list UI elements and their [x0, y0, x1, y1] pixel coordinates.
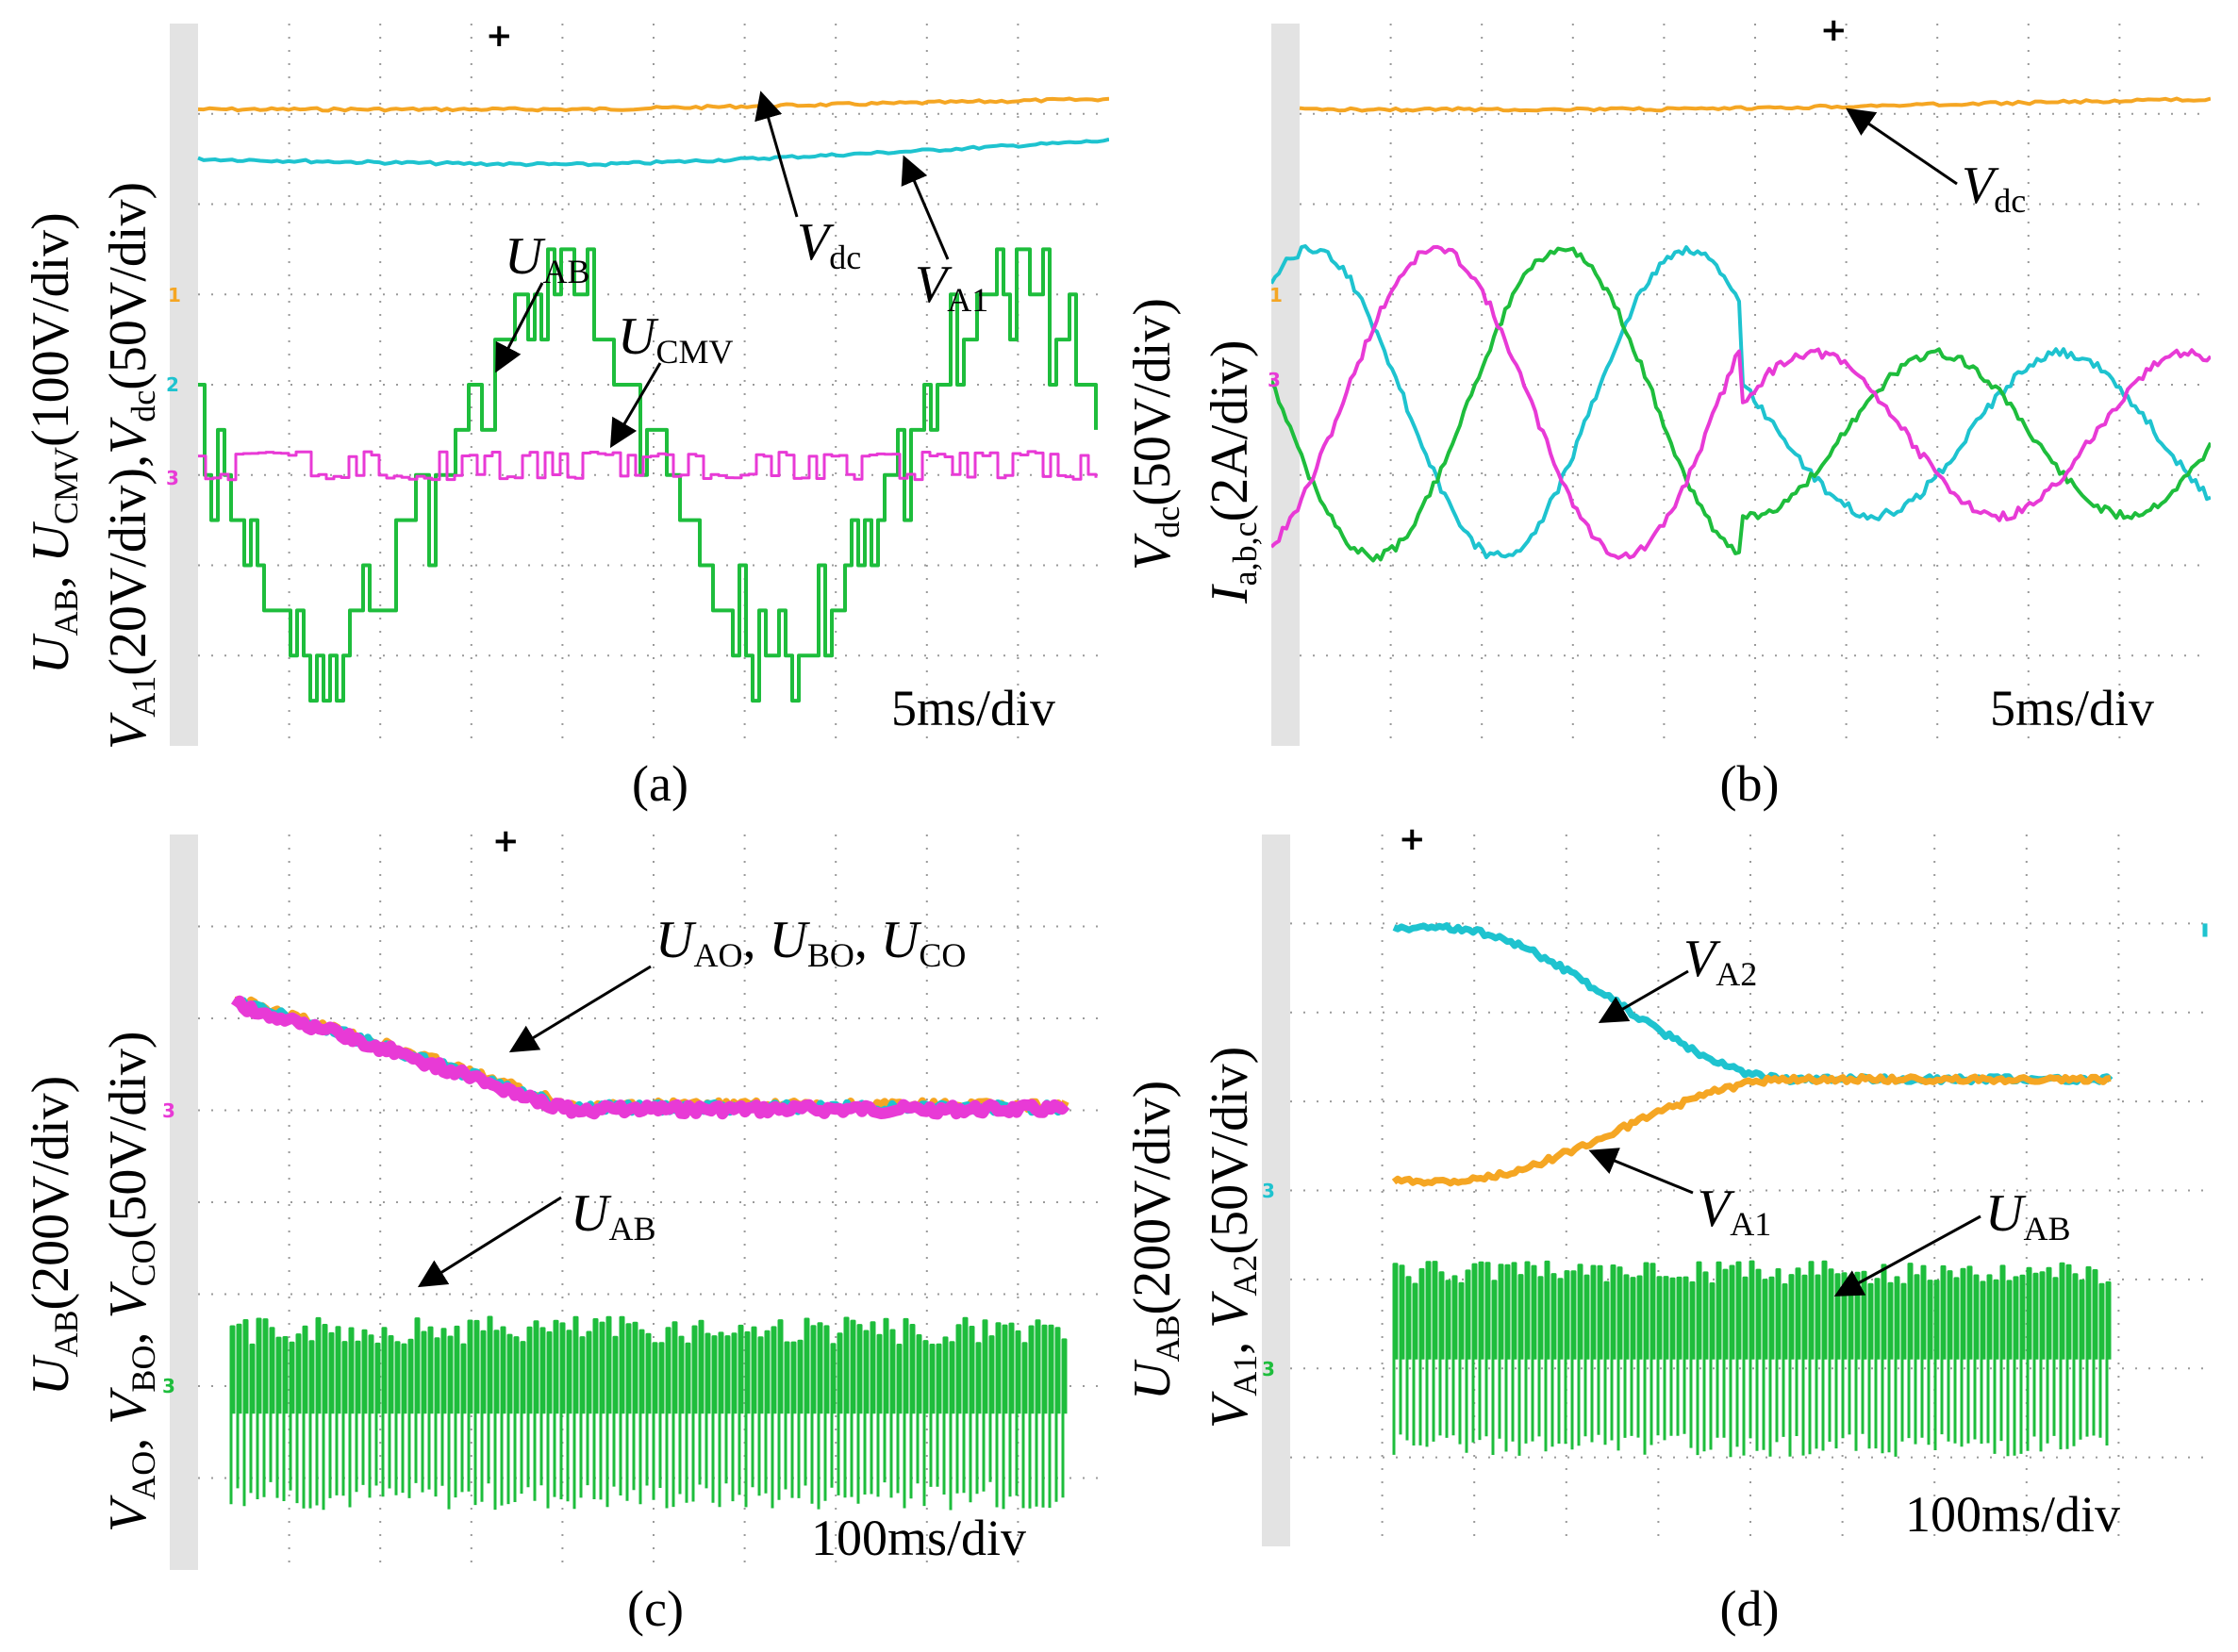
scope-c	[170, 834, 1109, 1570]
trigger-marker-b: +	[1820, 11, 1848, 49]
scope-c-waveforms	[229, 995, 1070, 1511]
ch2-marker-a: 2	[166, 373, 179, 396]
ann-c-uxo: UAO, UBO, UCO	[655, 911, 967, 974]
ylabel-b-line2: Ia,b,c(2A/div)	[1201, 339, 1264, 603]
ann-d-uab: UAB	[1985, 1184, 2071, 1247]
ucmv-trace	[198, 450, 1098, 482]
ann-c-uab: UAB	[571, 1184, 656, 1247]
ch-green-marker-d: 3	[1262, 1358, 1275, 1380]
uxo-trace-0	[234, 995, 1069, 1115]
scope-c-side-strip	[170, 834, 198, 1570]
ann-a-vdc: Vdc	[797, 213, 862, 276]
timebase-a: 5ms/div	[891, 680, 1056, 736]
vdc-trace	[197, 96, 1109, 113]
ann-b-vdc: Vdc	[1962, 157, 2027, 220]
caption-a: (a)	[632, 755, 688, 812]
ylabel-c-line2: VAO, VBO, VCO(50V/div)	[99, 1031, 162, 1532]
scope-a-waveforms	[197, 96, 1109, 703]
ic-trace	[1271, 244, 2211, 560]
ylabel-b-line1: Vdc(50V/div)	[1123, 297, 1186, 570]
ylabel-a-line1: UAB, UCMV(100V/div)	[22, 212, 85, 674]
uab-trace	[1392, 1260, 2112, 1458]
uab-trace	[229, 1315, 1068, 1511]
ch-green-marker-c: 3	[162, 1375, 175, 1397]
va1-trace	[1391, 1073, 2112, 1187]
ia-trace	[1271, 244, 2211, 559]
ann-a-uab: UAB	[505, 227, 590, 290]
trigger-marker-d: +	[1399, 820, 1426, 858]
ann-a-va1: VA1	[915, 256, 989, 319]
ch1-marker-b: 1	[1269, 284, 1283, 306]
ch-cyan-marker-d: 3	[1262, 1180, 1275, 1202]
ann-d-va1: VA1	[1698, 1180, 1772, 1243]
scope-a-grid	[198, 24, 1109, 746]
timebase-c: 100ms/div	[811, 1510, 1027, 1566]
scope-d-waveforms	[1391, 922, 2208, 1458]
ylabel-c-line1: UAB(200V/div)	[22, 1075, 85, 1396]
ch3-marker-a: 3	[166, 467, 179, 489]
ylabel-a-line2: VA1(20V/div),Vdc(50V/div)	[99, 181, 162, 750]
ann-d-va2: VA2	[1683, 930, 1758, 993]
caption-d: (d)	[1719, 1580, 1780, 1637]
uxo-trace-1	[233, 997, 1069, 1116]
trigger-marker-c: +	[492, 822, 520, 860]
scope-d	[1262, 834, 2211, 1546]
scope-d-side-strip	[1262, 834, 1290, 1546]
va1-trace	[197, 137, 1109, 168]
scope-a	[170, 24, 1109, 746]
ch3-marker-c: 3	[162, 1099, 175, 1122]
ib-trace	[1271, 246, 2211, 563]
scope-b-side-strip	[1271, 24, 1300, 746]
ch3-marker-b: 3	[1268, 369, 1281, 391]
caption-c: (c)	[627, 1580, 684, 1637]
timebase-b: 5ms/div	[1990, 680, 2155, 736]
ann-a-ucmv: UCMV	[618, 307, 734, 371]
scope-b-waveforms	[1271, 96, 2211, 563]
caption-b: (b)	[1719, 755, 1780, 812]
trigger-marker-a: +	[486, 17, 513, 55]
vdc-trace	[1299, 96, 2211, 113]
scope-b	[1271, 24, 2211, 746]
timebase-d: 100ms/div	[1905, 1486, 2121, 1543]
ylabel-d-line1: UAB(200V/div)	[1123, 1080, 1186, 1400]
scope-a-side-strip	[170, 24, 198, 746]
uxo-trace-2	[230, 995, 1070, 1120]
ylabel-d-line2: VA1, VA2(50V/div)	[1201, 1046, 1264, 1429]
ch1-marker-a: 1	[168, 284, 181, 306]
